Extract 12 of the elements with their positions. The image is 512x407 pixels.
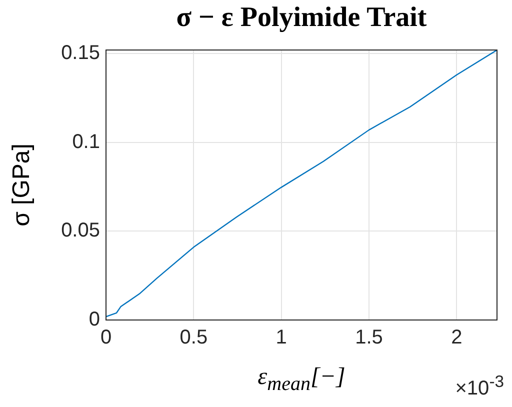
x-tick-label: 1 bbox=[276, 326, 287, 349]
y-tick-label: 0.15 bbox=[61, 42, 100, 64]
text: ×10$^{-3}$ bbox=[455, 372, 504, 401]
chart-title: σ − ε Polyimide Trait bbox=[175, 2, 428, 34]
y-axis-title: σ [GPa] bbox=[8, 144, 36, 226]
y-tick-label: 0 bbox=[88, 308, 100, 331]
x-tick-label: 0.5 bbox=[180, 326, 208, 349]
x-tick-label: 2 bbox=[451, 326, 462, 349]
y-tick-label: 0.1 bbox=[72, 130, 100, 153]
x-axis-title: ε$_{mean}$[−] bbox=[258, 364, 346, 395]
x-tick-label: 1.5 bbox=[355, 326, 383, 349]
y-tick-label: 0.05 bbox=[61, 220, 100, 242]
